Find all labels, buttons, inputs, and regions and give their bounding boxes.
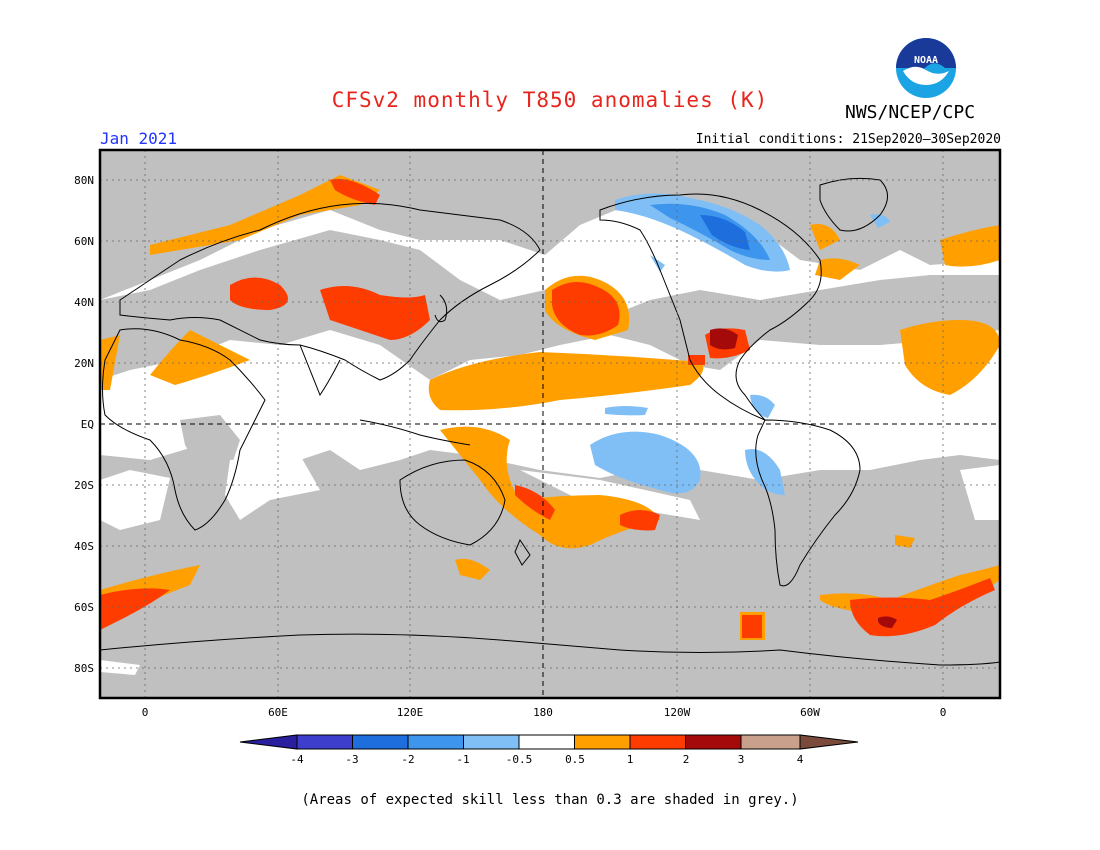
lon-label: 120W	[664, 706, 691, 719]
noaa-logo-text: NOAA	[914, 55, 938, 66]
lat-label: 80N	[74, 174, 94, 187]
lat-label: 20S	[74, 479, 94, 492]
lon-label: 180	[533, 706, 553, 719]
colorbar-tick-label: -2	[401, 753, 414, 766]
cool-anomalies	[590, 193, 890, 495]
lon-label: 120E	[397, 706, 424, 719]
warm-anomalies	[100, 175, 1000, 640]
initial-conditions-label: Initial conditions: 21Sep2020–30Sep2020	[695, 132, 1001, 147]
colorbar-bin	[463, 734, 520, 750]
colorbar-ticks: -4 -3 -2 -1 -0.5 0.5 1 2 3 4	[290, 753, 803, 766]
north-america-outline	[599, 193, 822, 421]
colorbar-tick-label: 2	[683, 753, 690, 766]
lat-label: 40S	[74, 540, 94, 553]
lat-label: 40N	[74, 296, 94, 309]
colorbar-bin	[518, 734, 575, 750]
colorbar-bin	[239, 734, 298, 750]
indonesia-outline	[359, 419, 471, 446]
lat-label: 60N	[74, 235, 94, 248]
south-america-outline	[755, 419, 861, 587]
gridlines	[100, 150, 1000, 698]
colorbar-tick-label: 0.5	[565, 753, 585, 766]
colorbar-tick-label: 1	[627, 753, 634, 766]
white-gaps	[100, 455, 1000, 675]
colorbar-bin	[574, 734, 631, 750]
japan-outline	[434, 294, 448, 323]
lat-label: 60S	[74, 601, 94, 614]
india-outline	[299, 344, 341, 397]
greenland-outline	[819, 177, 888, 232]
colorbar-bin	[685, 734, 742, 750]
colorbar-bin	[296, 734, 353, 750]
colorbar-tick-label: 4	[797, 753, 804, 766]
coastlines	[99, 177, 1001, 666]
footnote: (Areas of expected skill less than 0.3 a…	[301, 792, 799, 808]
colorbar-bin	[799, 734, 859, 750]
colorbar-tick-label: -4	[290, 753, 304, 766]
lat-axis: 80N 60N 40N 20N EQ 20S 40S 60S 80S	[74, 174, 94, 675]
colorbar-tick-label: 3	[738, 753, 745, 766]
nz-outline	[514, 538, 531, 566]
colorbar-bin	[740, 734, 801, 750]
colorbar	[239, 734, 859, 750]
africa-outline	[102, 328, 266, 531]
lon-label: 0	[940, 706, 947, 719]
colorbar-bin	[407, 734, 464, 750]
colorbar-tick-label: -1	[456, 753, 469, 766]
australia-outline	[399, 459, 506, 546]
lat-label: 20N	[74, 357, 94, 370]
noaa-logo: NOAA	[895, 37, 957, 99]
lon-axis: 0 60E 120E 180 120W 60W 0	[142, 706, 947, 719]
colorbar-bin	[352, 734, 409, 750]
antarctica-outline	[99, 633, 1001, 666]
lon-label: 60W	[800, 706, 820, 719]
equator-dateline	[100, 150, 1000, 698]
period-label: Jan 2021	[100, 129, 178, 148]
colorbar-tick-label: -3	[345, 753, 358, 766]
colorbar-tick-label: -0.5	[506, 753, 533, 766]
lon-label: 0	[142, 706, 149, 719]
map-title: CFSv2 monthly T850 anomalies (K)	[331, 88, 769, 112]
org-label: NWS/NCEP/CPC	[845, 102, 976, 123]
lat-label: 80S	[74, 662, 94, 675]
lat-label: EQ	[81, 418, 94, 431]
lon-label: 60E	[268, 706, 288, 719]
colorbar-bin	[629, 734, 686, 750]
map-frame	[98, 148, 1002, 700]
eurasia-outline	[119, 202, 541, 381]
